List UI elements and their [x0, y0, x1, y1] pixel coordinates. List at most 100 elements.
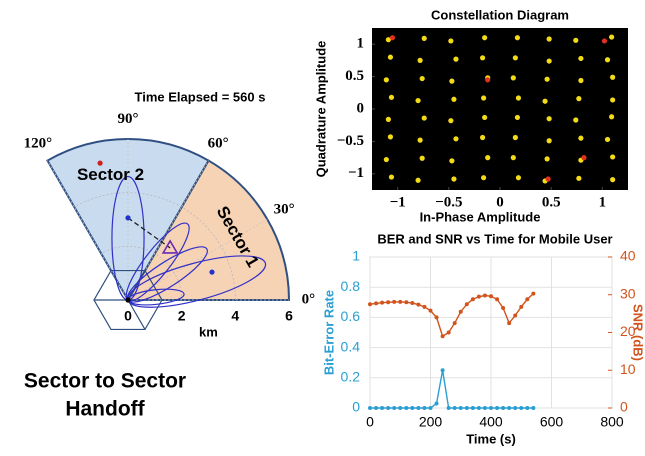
theta-tick-label: 60°: [208, 135, 229, 151]
x-axis-label: In-Phase Amplitude: [420, 209, 541, 224]
y2-tick-label: 40: [620, 248, 636, 264]
constellation-point: [420, 76, 425, 81]
series-point: [459, 406, 463, 410]
series-point: [519, 406, 523, 410]
y-tick-label: −0.5: [337, 133, 364, 149]
series-point: [447, 406, 451, 410]
x-tick-label: −0.5: [435, 194, 462, 210]
series-point: [368, 302, 372, 306]
chart-title: Constellation Diagram: [431, 7, 569, 22]
series-point: [422, 406, 426, 410]
series-point: [435, 315, 439, 319]
y-tick-label: 0.4: [341, 338, 361, 354]
constellation-point: [448, 38, 453, 43]
constellation-point: [545, 156, 550, 161]
series-point: [477, 295, 481, 299]
constellation-point: [485, 77, 490, 82]
constellation-point: [542, 99, 547, 104]
constellation-point: [515, 115, 520, 120]
series-point: [507, 321, 511, 325]
constellation-point: [547, 58, 552, 63]
constellation-point: [609, 34, 614, 39]
x-tick-label: 600: [540, 414, 564, 430]
series-point: [392, 300, 396, 304]
series-point: [477, 406, 481, 410]
y-tick-label: 0.6: [341, 308, 361, 324]
constellation-point: [578, 56, 583, 61]
constellation-point: [610, 75, 615, 80]
series-point: [513, 314, 517, 318]
theta-tick-label: 120°: [24, 135, 53, 151]
series-point: [404, 406, 408, 410]
series-point: [386, 300, 390, 304]
chart-title: BER and SNR vs Time for Mobile User: [377, 231, 612, 246]
series-point: [435, 401, 439, 405]
constellation-point: [515, 35, 520, 40]
constellation-point: [449, 79, 454, 84]
series-point: [386, 406, 390, 410]
series-point: [453, 406, 457, 410]
series-point: [489, 294, 493, 298]
constellation-point: [481, 95, 486, 100]
y-tick-label: 1: [352, 248, 360, 264]
constellation-point: [388, 55, 393, 60]
plot-area: [372, 28, 628, 190]
constellation-point: [390, 35, 395, 40]
constellation-point: [516, 175, 521, 180]
y2-tick-label: 0: [620, 399, 628, 415]
series-point: [531, 406, 535, 410]
caption-line: Handoff: [65, 398, 145, 421]
constellation-point: [451, 97, 456, 102]
series-point: [374, 301, 378, 305]
constellation-point: [516, 95, 521, 100]
series-point: [471, 297, 475, 301]
constellation-point: [547, 138, 552, 143]
figure: Sector to Sector Handoff 0246km120°90°60…: [0, 0, 645, 451]
series-point: [398, 406, 402, 410]
constellation-point: [511, 75, 516, 80]
constellation-point: [511, 155, 516, 160]
series-point: [380, 301, 384, 305]
series-point: [441, 368, 445, 372]
constellation-point: [602, 38, 607, 43]
y-tick-label: −1: [348, 165, 364, 181]
constellation-point: [482, 35, 487, 40]
constellation-point: [605, 57, 610, 62]
series-point: [519, 305, 523, 309]
theta-tick-label: 30°: [274, 201, 295, 217]
series-point: [489, 406, 493, 410]
theta-tick-label: 0°: [302, 291, 316, 307]
constellation-point: [482, 115, 487, 120]
constellation-point: [609, 114, 614, 119]
constellation-point: [573, 117, 578, 122]
y-tick-label: 0.2: [341, 369, 361, 385]
x-tick-label: 0: [496, 194, 504, 210]
series-point: [483, 406, 487, 410]
x-tick-label: 400: [479, 414, 503, 430]
series-point: [429, 309, 433, 313]
constellation-point: [576, 96, 581, 101]
r-axis-label: km: [199, 324, 218, 339]
y-tick-label: 0: [357, 100, 365, 116]
series-point: [459, 310, 463, 314]
constellation-point: [389, 95, 394, 100]
series-point: [410, 301, 414, 305]
constellation-point: [422, 36, 427, 41]
constellation-point: [453, 57, 458, 62]
constellation-point: [388, 134, 393, 139]
theta-tick-label: 90°: [118, 111, 139, 127]
y-tick-label: 0.8: [341, 278, 361, 294]
constellation-point: [480, 55, 485, 60]
x-axis-label: Time (s): [466, 431, 516, 446]
y-axis-label: Quadrature Amplitude: [313, 41, 328, 178]
x-tick-label: −1: [390, 194, 406, 210]
constellation-point: [415, 178, 420, 183]
constellation-point: [610, 97, 615, 102]
series-point: [465, 302, 469, 306]
point: [125, 215, 130, 220]
sector-label: Sector 2: [77, 165, 144, 184]
r-tick-label: 2: [178, 308, 186, 324]
x-tick-label: 0.5: [542, 194, 561, 210]
constellation-point: [420, 156, 425, 161]
constellation-point: [449, 158, 454, 163]
